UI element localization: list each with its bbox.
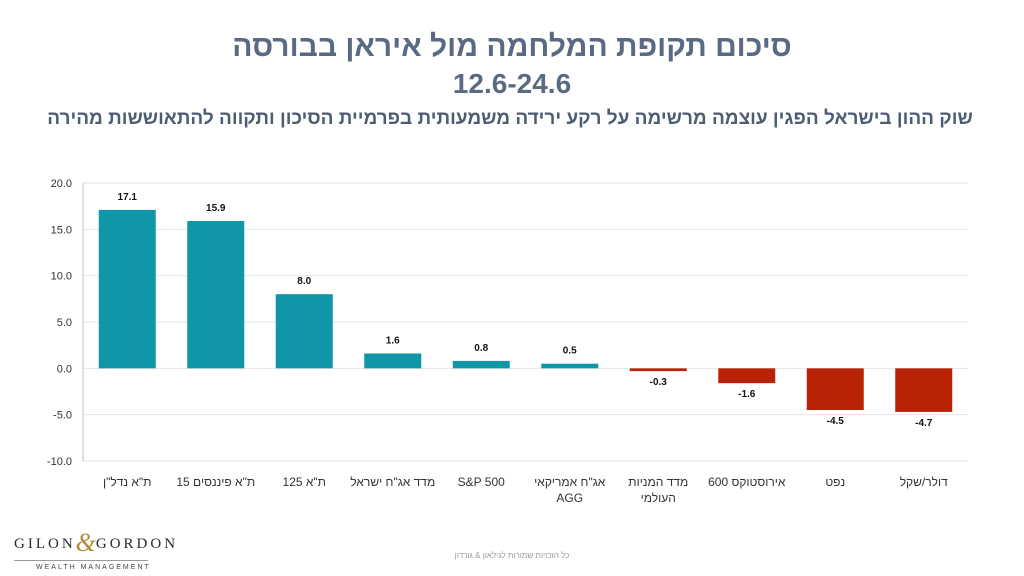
y-tick-label: -10.0 <box>47 456 72 468</box>
x-tick-label: ת"א פיננסים 15 <box>176 475 255 489</box>
data-label: 15.9 <box>206 203 226 214</box>
page-subtitle: שוק ההון בישראל הפגין עוצמה מרשימה על רק… <box>47 108 973 129</box>
bar <box>718 368 776 384</box>
x-tick-label: S&P 500 <box>458 475 505 489</box>
y-tick-label: 0.0 <box>57 363 72 375</box>
x-tick-label: העולמי <box>641 491 676 505</box>
bar <box>541 363 599 369</box>
logo-brand-left: GILON <box>14 536 76 552</box>
x-tick-label: ת"א נדל"ן <box>103 475 151 489</box>
bar <box>452 360 510 369</box>
bar <box>98 209 156 369</box>
y-tick-label: 15.0 <box>51 224 72 236</box>
logo-ampersand: & <box>75 528 96 557</box>
data-label: 17.1 <box>118 192 138 203</box>
logo-divider <box>14 560 148 561</box>
page-title: סיכום תקופת המלחמה מול איראן בבורסה <box>232 30 792 63</box>
company-logo: GILON&GORDON WEALTH MANAGEMENT <box>14 528 175 571</box>
x-tick-label: דולר/שקל <box>900 475 948 489</box>
data-label: 1.6 <box>386 336 400 347</box>
y-tick-label: 20.0 <box>51 178 72 190</box>
data-label: 8.0 <box>297 276 311 287</box>
y-tick-label: -5.0 <box>53 410 72 422</box>
data-label: 0.8 <box>474 343 488 354</box>
x-tick-label: נפט <box>825 475 845 489</box>
data-label: 0.5 <box>563 346 577 357</box>
logo-tagline: WEALTH MANAGEMENT <box>36 564 151 571</box>
bar <box>629 368 687 372</box>
bar <box>187 220 245 369</box>
data-label: -0.3 <box>650 377 668 388</box>
x-tick-label: אג"ח אמריקאי <box>534 475 606 489</box>
footer-copyright: כל הזכויות שמורות לגילאון & גורדון <box>454 551 570 560</box>
data-label: -4.5 <box>827 416 845 427</box>
x-tick-label: AGG <box>556 491 583 505</box>
y-tick-label: 5.0 <box>57 317 72 329</box>
bar <box>364 353 422 369</box>
data-label: -4.7 <box>915 418 933 429</box>
logo-brand-right: GORDON <box>95 536 179 552</box>
x-tick-label: מדד המניות <box>628 475 688 489</box>
bar <box>895 368 953 412</box>
date-range-title: 12.6-24.6 <box>452 68 572 99</box>
bar <box>275 294 333 369</box>
data-label: -1.6 <box>738 389 756 400</box>
y-tick-label: 10.0 <box>51 271 72 283</box>
x-tick-label: ת"א 125 <box>283 475 326 489</box>
x-tick-label: אירוסטוקס 600 <box>708 475 786 489</box>
bar <box>806 368 864 411</box>
x-tick-label: מדד אג"ח ישראל <box>350 475 435 489</box>
